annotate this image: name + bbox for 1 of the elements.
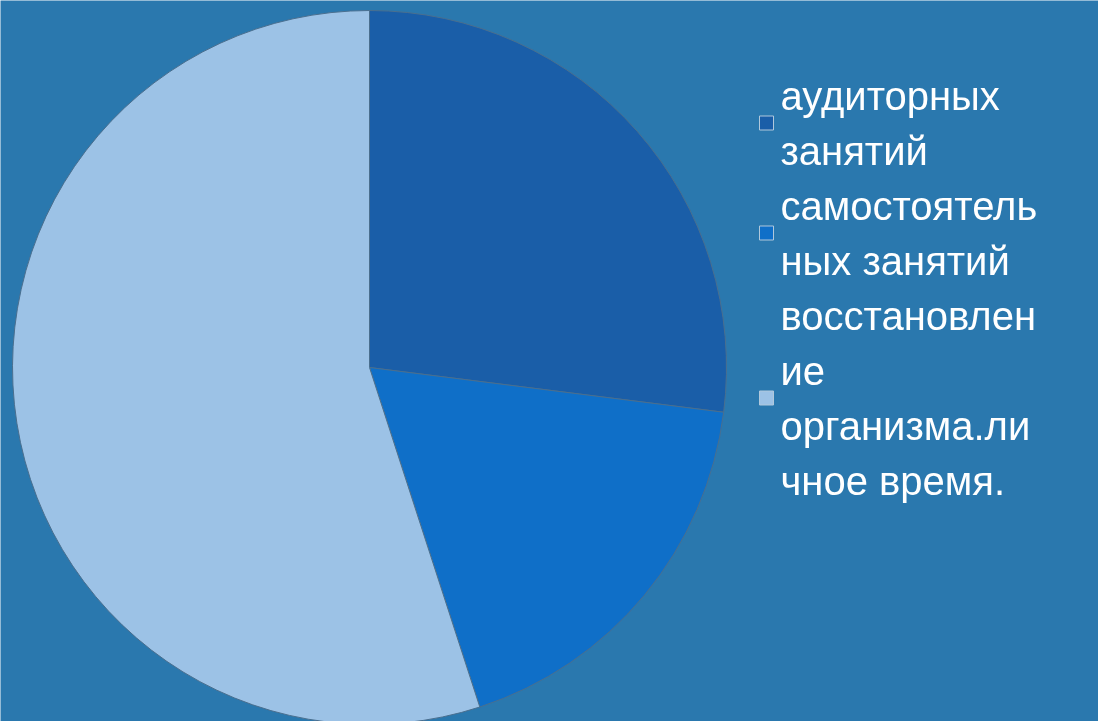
legend-label: восстановление организма.личное время.: [780, 293, 1037, 503]
